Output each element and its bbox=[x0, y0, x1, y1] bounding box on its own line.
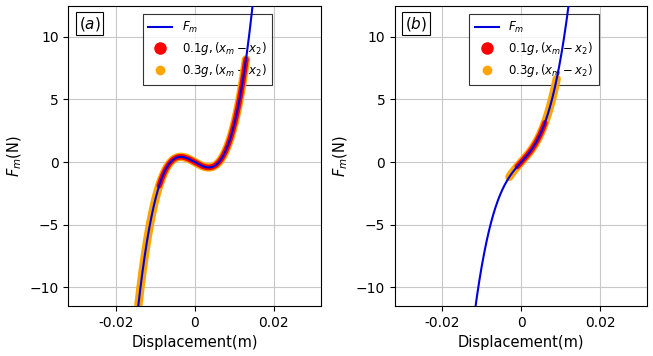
X-axis label: Displacement(m): Displacement(m) bbox=[458, 335, 584, 350]
Legend: $F_m$, $0.1g,(x_m-x_2)$, $0.3g,(x_m-x_2)$: $F_m$, $0.1g,(x_m-x_2)$, $0.3g,(x_m-x_2)… bbox=[142, 15, 272, 85]
Y-axis label: $F_m$(N): $F_m$(N) bbox=[332, 135, 351, 177]
X-axis label: Displacement(m): Displacement(m) bbox=[131, 335, 258, 350]
Text: $(b)$: $(b)$ bbox=[405, 15, 427, 32]
Y-axis label: $F_m$(N): $F_m$(N) bbox=[6, 135, 24, 177]
Legend: $F_m$, $0.1g,(x_m-x_2)$, $0.3g,(x_m-x_2)$: $F_m$, $0.1g,(x_m-x_2)$, $0.3g,(x_m-x_2)… bbox=[469, 15, 599, 85]
Text: $(a)$: $(a)$ bbox=[78, 15, 101, 32]
